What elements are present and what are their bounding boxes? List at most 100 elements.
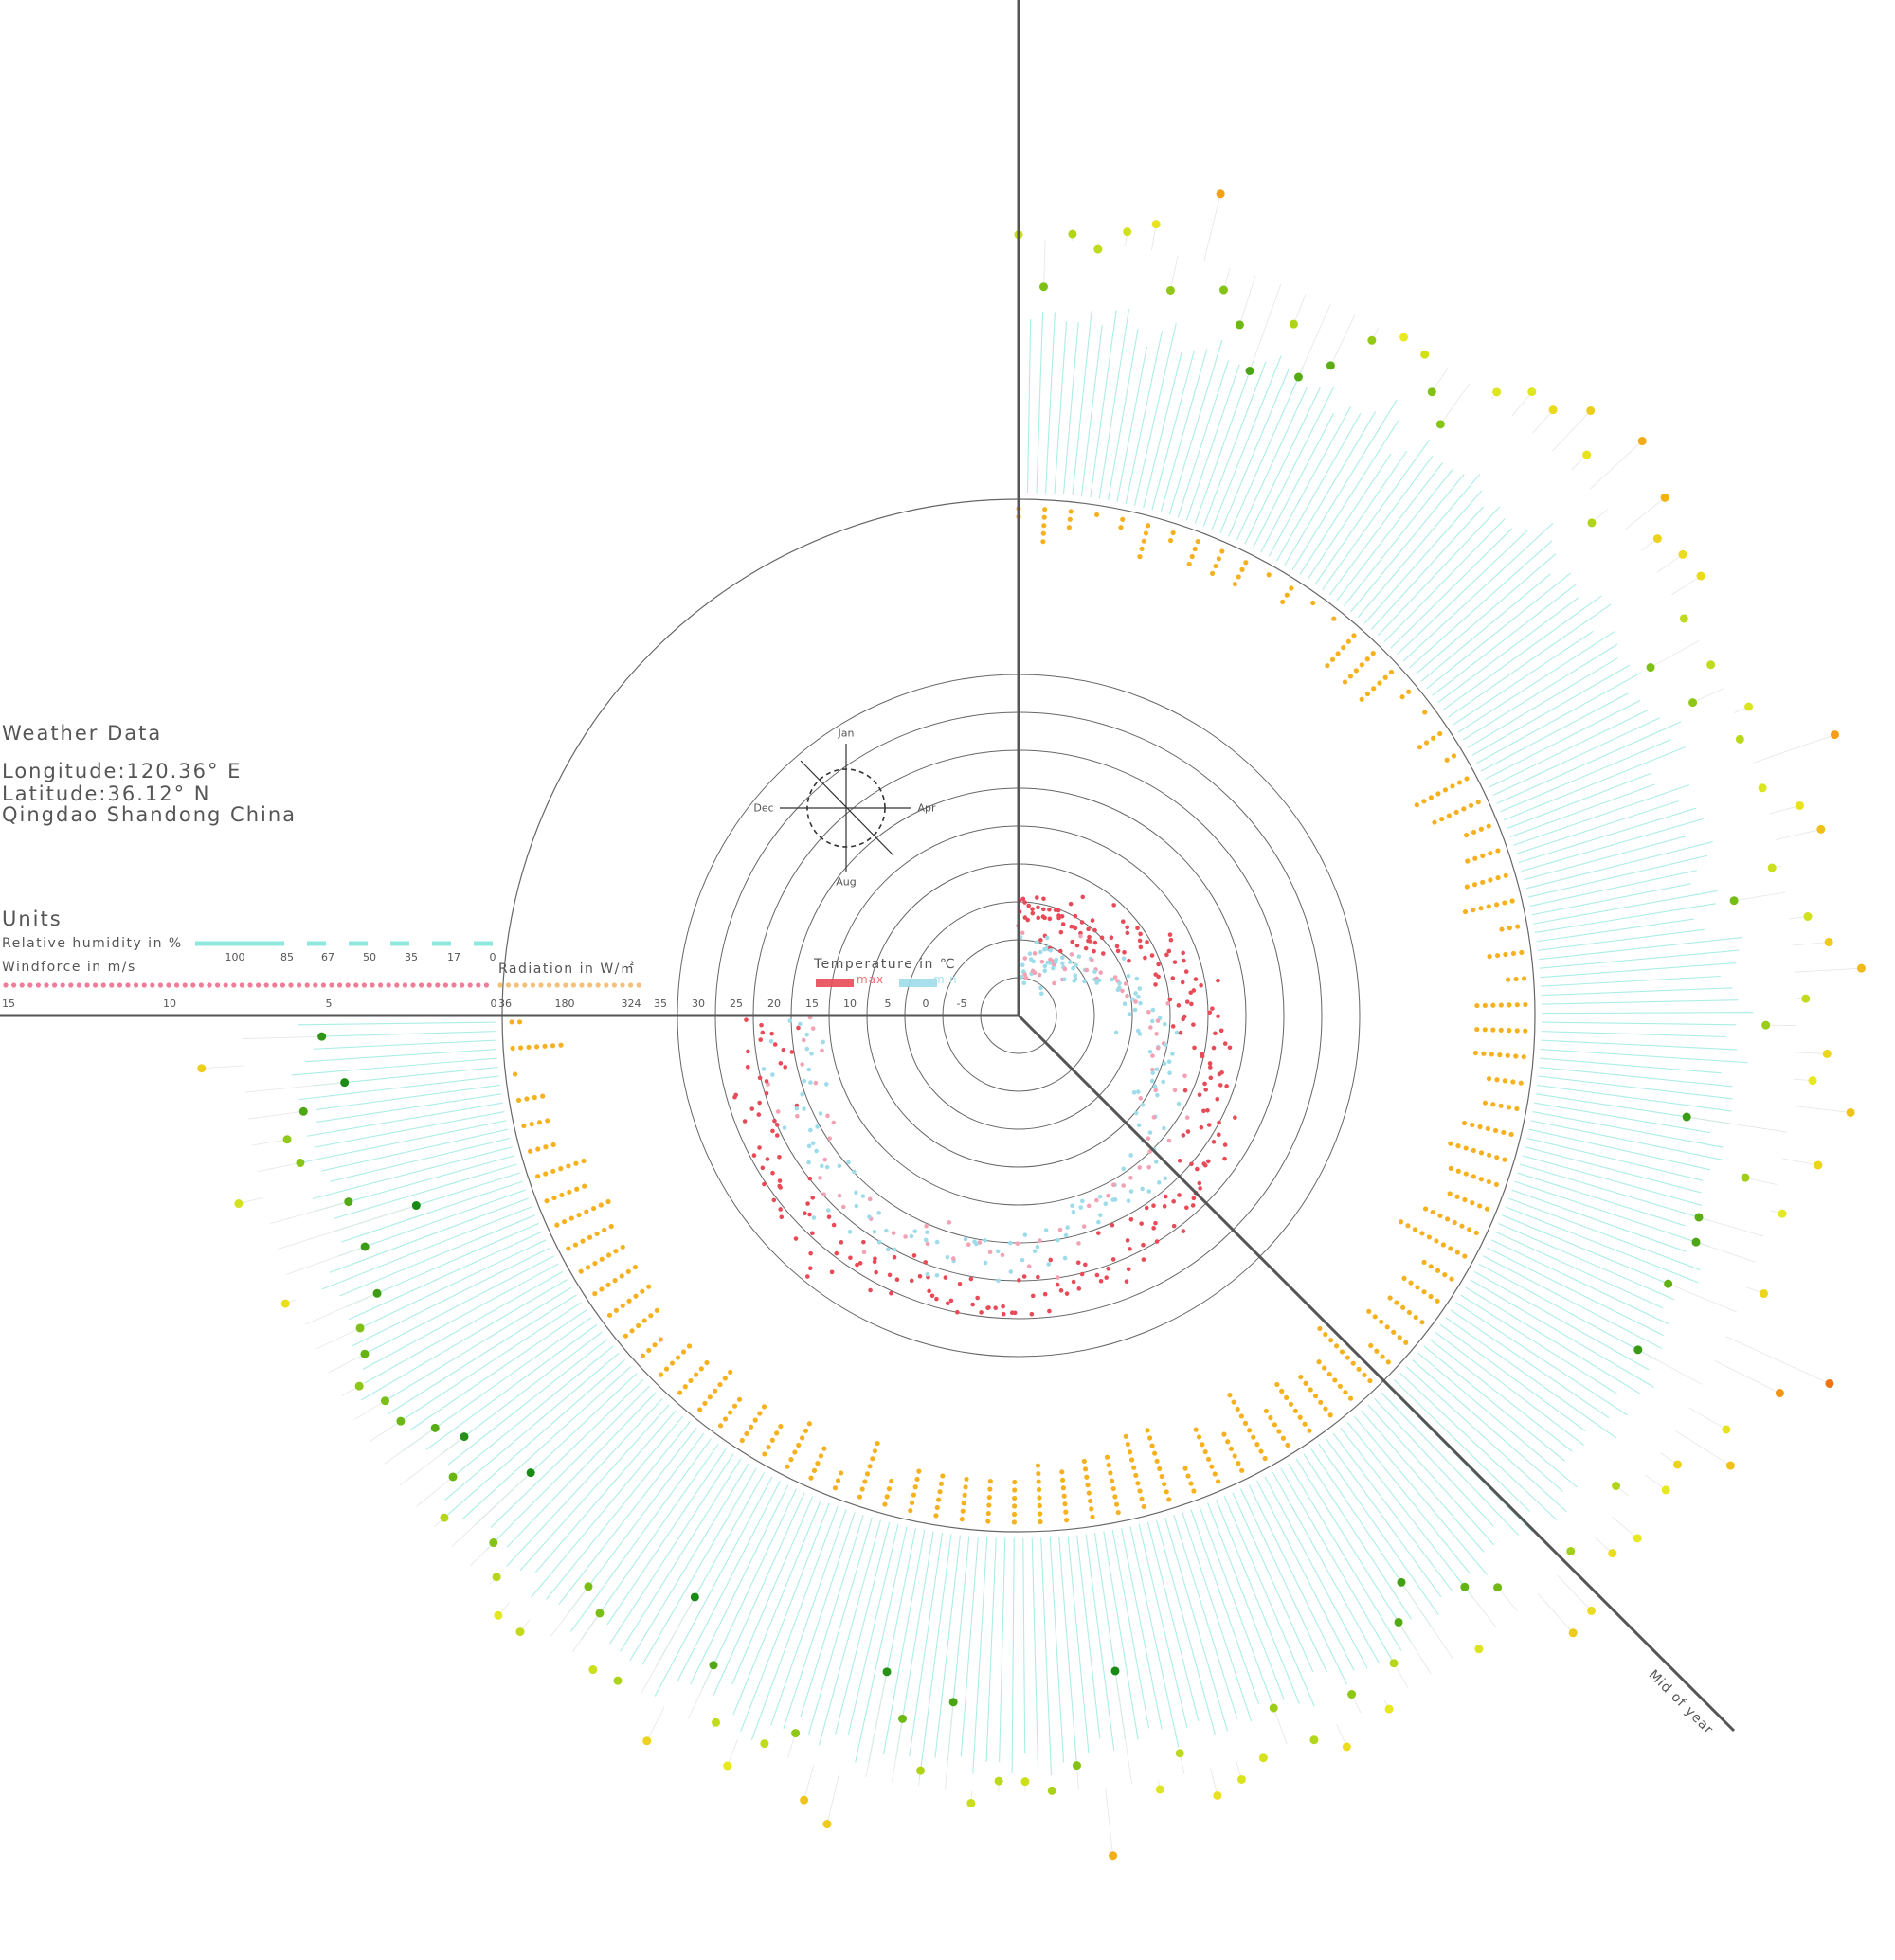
radiation-dot [535,1174,541,1179]
wind-legend-dot [247,982,253,988]
radiation-dot [1368,1342,1374,1349]
humidity-line [1521,818,1704,872]
humidity-line [1383,518,1506,642]
humidity-line [447,1339,608,1466]
temp-max-dot [909,1278,914,1284]
wind-dot [966,1798,976,1807]
wind-dot [1175,1749,1184,1758]
humidity-line [490,1379,644,1528]
temp-max-dot [749,1106,755,1111]
radiation-dot [875,1440,880,1447]
temp-max-dot [1122,950,1127,955]
radiation-dot [567,1189,572,1195]
radiation-dot [1068,509,1074,514]
radiation-dot [964,1476,969,1483]
temp-min-dot [1027,951,1033,956]
humidity-line [1252,386,1335,548]
humidity-line [1487,1247,1664,1337]
temp-max-dot [1017,1278,1021,1283]
wind-dot [791,1729,801,1738]
radiation-dot [1118,525,1124,530]
humidity-line [1390,528,1513,649]
temp-max-dot [1172,960,1178,964]
radiation-dot [933,1513,939,1519]
radiation-legend-dot [547,982,552,988]
radiation-dot [1228,1446,1235,1452]
radiation-dot [1062,1501,1068,1507]
temp-min-dot [1155,1045,1161,1051]
temp-min-dot [1149,1078,1155,1084]
temp-min-dot [1162,1061,1167,1067]
temp-max-dot [1114,944,1120,949]
radiation-dot [1448,1246,1453,1251]
wind-legend-dot [223,982,228,988]
radiation-legend-dot [587,982,593,988]
radiation-dot [1465,858,1471,864]
temp-min-dot [1148,1025,1153,1030]
radiation-dot [510,1045,515,1052]
radiation-dot [1202,1448,1208,1455]
compass-graphic [780,744,911,872]
temp-max-dot [1213,1031,1218,1036]
humidity-line [581,1443,719,1640]
radiation-dot [1012,1487,1018,1493]
wind-dot [1568,1628,1578,1638]
radiation-dot [1481,1051,1487,1056]
temp-max-dot [1184,1205,1189,1211]
humidity-line [1494,1231,1664,1309]
compass-label-dec: Dec [753,801,774,815]
wind-guide-line [451,1472,532,1548]
compass-label-jan: Jan [838,727,855,740]
temp-min-dot [1015,1241,1020,1246]
radiation-dot [1341,644,1346,651]
humidity-line [321,1206,532,1290]
radiation-dot [698,1366,704,1372]
wind-guide-line [1170,255,1179,291]
temp-max-dot [1198,1186,1202,1191]
radiation-dot [987,1479,993,1484]
radiation-dot [1082,1466,1089,1472]
humidity-line [1121,1528,1163,1730]
temp-max-dot [1178,1030,1183,1035]
temp-max-dot [1149,953,1155,958]
radiation-dot [1442,1272,1448,1278]
radiation-dot [1141,1503,1146,1510]
temp-max-dot [1056,908,1061,913]
radiation-dot [1212,1471,1218,1477]
temp-min-dot [847,1230,853,1234]
temp-min-dot [1076,1241,1081,1246]
radiation-dot [1316,1359,1322,1365]
radiation-dot [582,1183,587,1189]
temp-min-dot [1032,970,1038,976]
temp-max-dot [1055,1282,1060,1287]
temp-max-dot [1041,896,1046,902]
radiation-dot [1279,1388,1285,1394]
humidity-line [834,1521,891,1735]
radiation-dot [960,1508,966,1514]
wind-legend-dot [134,982,139,988]
radiation-dot [1157,1466,1163,1472]
radiation-dot [1289,585,1294,591]
radiation-dot [1403,1340,1409,1345]
wind-dot [411,1201,421,1211]
wind-dot [1399,333,1409,342]
radiation-dot [1339,1349,1345,1355]
humidity-line [1482,1255,1663,1350]
wind-dot [584,1582,593,1591]
longitude-text: Longitude:120.36° E [2,760,243,782]
temp-max-dot [1073,913,1078,919]
wind-dot [1384,1704,1394,1714]
radiation-dot [986,1494,992,1501]
temp-min-dot [1165,1001,1171,1006]
temp-max-dot [1218,1028,1224,1034]
radiation-dot [619,1273,624,1279]
wind-dot [711,1717,720,1727]
humidity-line [1223,1496,1315,1707]
humidity-line [1076,1535,1101,1739]
radiation-dot [1120,516,1126,522]
wind-tick: 10 [163,998,176,1010]
humidity-legend-label: Relative humidity in % [2,936,183,951]
humidity-line [1116,346,1147,502]
humidity-line [999,1537,1006,1763]
temp-min-dot [1080,1198,1085,1204]
